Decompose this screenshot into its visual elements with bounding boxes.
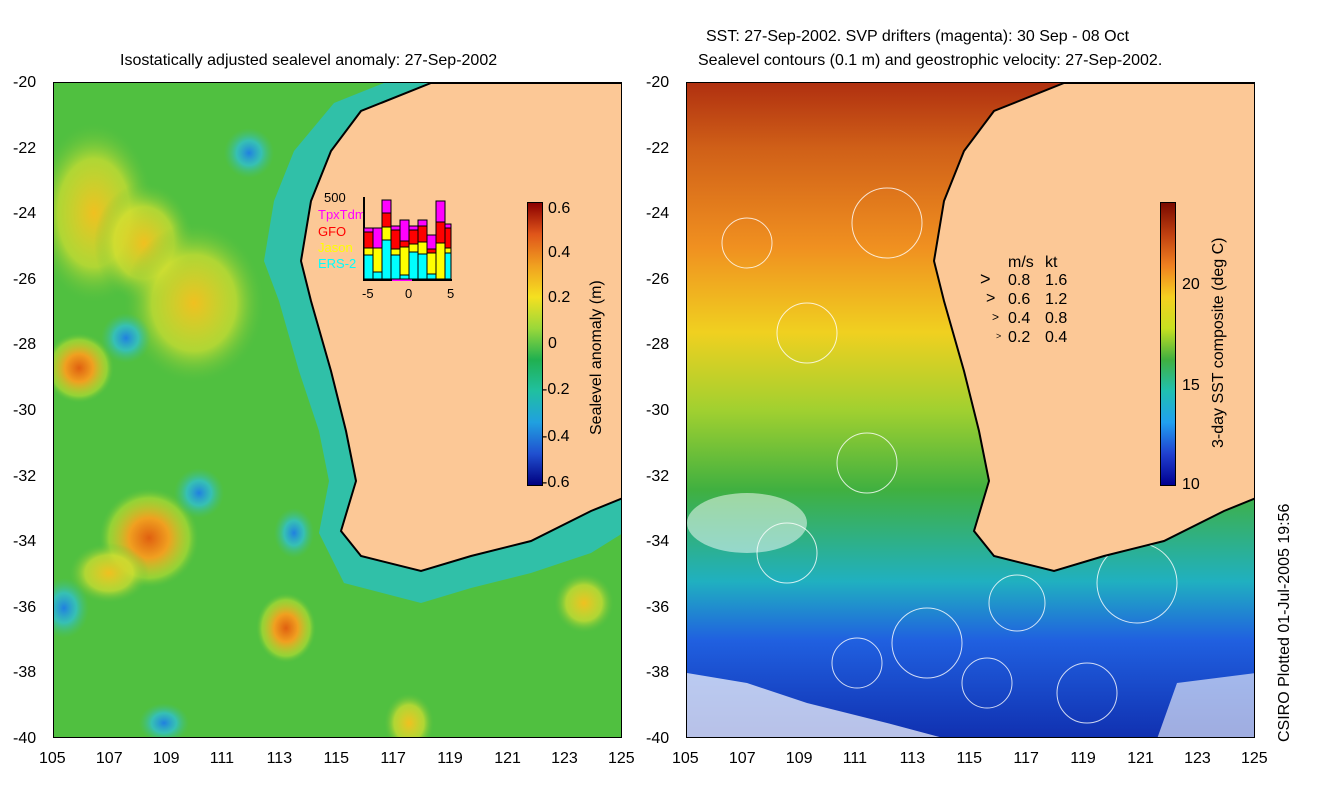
longitude-tick-label: 121 bbox=[1127, 750, 1154, 767]
longitude-tick-label: 125 bbox=[1241, 750, 1268, 767]
legend-tpxtdm: TpxTdm bbox=[318, 207, 366, 222]
colorbar-tick: 0.2 bbox=[548, 289, 571, 306]
longitude-tick-label: 119 bbox=[1070, 750, 1096, 767]
velocity-ms: 0.4 bbox=[1008, 310, 1031, 327]
latitude-tick-label: -26 bbox=[13, 270, 37, 288]
longitude-tick-label: 121 bbox=[494, 750, 521, 767]
latitude-tick-label: -38 bbox=[13, 664, 37, 682]
legend-ers2: ERS-2 bbox=[318, 256, 357, 271]
velocity-legend-header-kt: kt bbox=[1045, 254, 1058, 271]
right-title-line2: Sealevel contours (0.1 m) and geostrophi… bbox=[698, 52, 1163, 69]
latitude-tick-label: -30 bbox=[646, 402, 670, 419]
colorbar-tick: 20 bbox=[1182, 276, 1200, 293]
latitude-tick-label: -26 bbox=[646, 270, 670, 288]
latitude-tick-label: -36 bbox=[13, 598, 37, 616]
colorbar-tick: 0.6 bbox=[548, 200, 571, 217]
latitude-tick-label: -34 bbox=[13, 533, 37, 551]
latitude-tick-label: -36 bbox=[646, 598, 670, 616]
arrow-icon: > bbox=[992, 310, 1000, 324]
arrow-icon: > bbox=[986, 290, 996, 307]
inset-bars bbox=[363, 197, 452, 281]
latitude-tick-label: -40 bbox=[13, 730, 37, 747]
left-title: Isostatically adjusted sealevel anomaly:… bbox=[120, 52, 498, 69]
velocity-kt: 1.2 bbox=[1045, 291, 1068, 308]
longitude-tick-label: 109 bbox=[785, 750, 813, 767]
latitude-tick-label: -24 bbox=[13, 205, 37, 223]
latitude-tick-label: -22 bbox=[646, 139, 670, 157]
velocity-ms: 0.8 bbox=[1008, 272, 1031, 289]
colorbar-tick: -0.2 bbox=[542, 381, 570, 398]
velocity-kt: 1.6 bbox=[1045, 272, 1068, 289]
legend-gfo: GFO bbox=[318, 224, 347, 239]
longitude-tick-label: 123 bbox=[1184, 750, 1211, 767]
latitude-tick-label: -32 bbox=[646, 467, 670, 485]
longitude-tick-label: 105 bbox=[39, 750, 66, 767]
latitude-tick-label: -28 bbox=[646, 336, 670, 354]
longitude-tick-label: 107 bbox=[95, 750, 123, 767]
velocity-legend-header-ms: m/s bbox=[1008, 254, 1034, 271]
latitude-tick-label: -30 bbox=[13, 402, 37, 419]
inset-xtick: 5 bbox=[447, 286, 455, 301]
latitude-tick-label: -32 bbox=[13, 467, 37, 485]
velocity-kt: 0.8 bbox=[1045, 310, 1068, 327]
arrow-icon: > bbox=[996, 331, 1002, 341]
longitude-tick-label: 113 bbox=[266, 750, 293, 767]
latitude-tick-label: -22 bbox=[13, 139, 37, 157]
longitude-tick-label: 115 bbox=[956, 750, 983, 767]
latitude-tick-label: -20 bbox=[646, 74, 670, 91]
colorbar-tick: 10 bbox=[1182, 476, 1200, 493]
longitude-tick-label: 111 bbox=[209, 750, 235, 767]
latitude-tick-label: -24 bbox=[646, 205, 670, 223]
latitude-tick-label: -34 bbox=[646, 533, 670, 551]
longitude-tick-label: 113 bbox=[899, 750, 926, 767]
arrow-icon: > bbox=[980, 269, 991, 289]
longitude-tick-label: 117 bbox=[380, 750, 406, 767]
sst-colorbar-label: 3-day SST composite (deg C) bbox=[1210, 237, 1227, 448]
inset-xtick: 0 bbox=[405, 286, 413, 301]
longitude-tick-label: 109 bbox=[152, 750, 180, 767]
sealevel-colorbar bbox=[527, 202, 543, 486]
credit-text: CSIRO Plotted 01-Jul-2005 19:56 bbox=[1276, 503, 1293, 742]
colorbar-tick: 0 bbox=[548, 335, 557, 352]
inset-xtick: -5 bbox=[362, 286, 374, 301]
sealevel-colorbar-label: Sealevel anomaly (m) bbox=[588, 280, 605, 435]
latitude-tick-label: -20 bbox=[13, 74, 37, 91]
longitude-tick-label: 117 bbox=[1013, 750, 1039, 767]
longitude-tick-label: 123 bbox=[551, 750, 578, 767]
inset-ymax-label: 500 bbox=[324, 190, 346, 205]
right-title-line1: SST: 27-Sep-2002. SVP drifters (magenta)… bbox=[706, 28, 1130, 45]
velocity-ms: 0.2 bbox=[1008, 329, 1031, 346]
legend-jason: Jason bbox=[318, 240, 353, 255]
colorbar-tick: 15 bbox=[1182, 377, 1200, 394]
longitude-tick-label: 119 bbox=[437, 750, 463, 767]
colorbar-tick: 0.4 bbox=[548, 244, 571, 261]
longitude-tick-label: 107 bbox=[728, 750, 756, 767]
longitude-tick-label: 115 bbox=[323, 750, 350, 767]
longitude-tick-label: 111 bbox=[842, 750, 868, 767]
colorbar-tick: -0.6 bbox=[542, 474, 570, 491]
sst-colorbar bbox=[1160, 202, 1176, 486]
colorbar-tick: -0.4 bbox=[542, 428, 570, 445]
velocity-ms: 0.6 bbox=[1008, 291, 1031, 308]
velocity-kt: 0.4 bbox=[1045, 329, 1068, 346]
longitude-tick-label: 105 bbox=[672, 750, 699, 767]
latitude-tick-label: -40 bbox=[646, 730, 670, 747]
longitude-tick-label: 125 bbox=[608, 750, 635, 767]
latitude-tick-label: -38 bbox=[646, 664, 670, 682]
latitude-tick-label: -28 bbox=[13, 336, 37, 354]
